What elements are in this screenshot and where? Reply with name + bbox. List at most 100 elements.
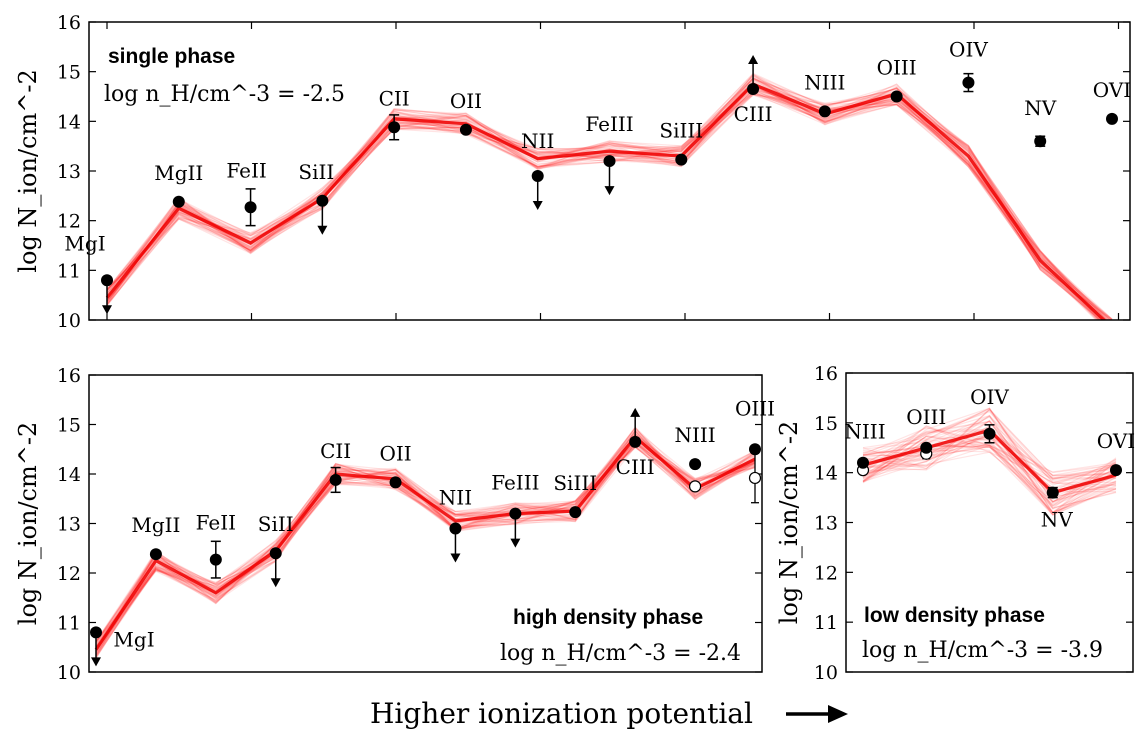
model-realization-line (862, 408, 1117, 477)
model-realization-line (106, 88, 1105, 320)
model-lines (94, 426, 756, 659)
model-median-line (94, 434, 756, 651)
model-median-line (105, 82, 1107, 320)
model-realization-line (862, 444, 1117, 515)
y-tick-label: 13 (814, 513, 838, 535)
model-realization-line (95, 426, 756, 659)
ion-label: SiII (258, 512, 294, 536)
model-realization-line (106, 77, 1102, 320)
model-realization-line (862, 410, 1117, 484)
data-point-OIV (962, 76, 975, 89)
model-realization-line (862, 420, 1117, 479)
model-realization-line (95, 440, 756, 642)
model-realization-line (862, 435, 1117, 506)
model-realization-line (862, 444, 1117, 507)
model-realization-line (106, 86, 1102, 320)
ion-label: CIII (616, 455, 655, 479)
data-point-SiII (316, 194, 329, 207)
model-realization-line (106, 85, 1107, 320)
y-tick-label: 15 (57, 62, 81, 84)
model-realization-line (106, 78, 1102, 320)
model-realization-line (862, 445, 1117, 516)
density-label: log n_H/cm^-3 = -2.4 (500, 641, 741, 666)
ion-label: OIV (970, 385, 1009, 409)
ion-label: SiIII (553, 471, 597, 495)
phase-label: low density phase (864, 604, 1045, 627)
model-realization-line (862, 425, 1117, 474)
data-point-MgII (172, 195, 185, 208)
data-point-FeII (244, 201, 257, 214)
density-label: log n_H/cm^-3 = -2.5 (104, 82, 345, 107)
arrow-down-icon (91, 657, 101, 667)
arrow-down-icon (317, 225, 328, 235)
data-point-OIII (749, 443, 761, 456)
arrow-down-icon (270, 578, 281, 588)
arrow-down-icon (102, 305, 112, 315)
model-realization-line (95, 444, 756, 654)
model-realization-line (862, 421, 1117, 500)
ion-label: NII (521, 129, 554, 153)
ion-label: CII (379, 86, 410, 110)
ion-label: OIII (877, 56, 917, 80)
data-points: MgI MgII FeII SiII CII OII NII FeIII SiIII CIII NI… (64, 38, 1131, 315)
data-point-NV (1034, 135, 1047, 148)
ion-label: NV (1041, 508, 1074, 532)
y-ticks: 10 11 12 13 14 15 16 (57, 12, 1130, 332)
y-tick-label: 15 (814, 413, 838, 435)
ion-label: FeIII (491, 471, 539, 495)
panel-single-phase: 10 11 12 13 14 15 16 MgI MgII FeII SiII CII OII NII F… (14, 12, 1131, 332)
data-point-NII (531, 169, 544, 182)
y-axis-label: log N_ion/cm^-2 (14, 422, 42, 625)
model-realization-line (106, 75, 1110, 320)
ion-label: OVI (1093, 78, 1131, 102)
y-tick-label: 16 (814, 363, 838, 385)
model-realization-line (862, 414, 1117, 514)
model-realization-line (106, 85, 1104, 320)
y-tick-label: 10 (814, 662, 838, 684)
ion-label: MgII (131, 513, 180, 537)
model-realization-line (106, 74, 1109, 320)
arrow-up-icon (630, 407, 641, 417)
data-point-SiII (269, 547, 282, 560)
data-point-NIII (818, 105, 831, 118)
y-tick-label: 16 (57, 12, 81, 34)
data-point-CIII (629, 435, 642, 448)
data-point-FeIII (509, 507, 522, 520)
arrow-up-icon (748, 55, 759, 65)
data-point-OVI (1106, 112, 1118, 125)
ion-label: CIII (734, 102, 773, 126)
open-data-point-NIII (688, 480, 702, 493)
y-tick-label: 16 (57, 365, 81, 387)
model-realization-line (862, 409, 1117, 498)
model-realization-line (862, 420, 1117, 513)
model-realization-line (106, 78, 1112, 320)
data-point-OII (459, 123, 472, 136)
data-point-CII (329, 473, 342, 486)
model-realization-line (106, 92, 1113, 320)
arrow-down-icon (604, 186, 615, 196)
model-realization-line (95, 430, 756, 642)
model-realization-line (862, 408, 1117, 480)
data-point-OIII (890, 90, 903, 103)
data-point-OIV (983, 427, 996, 440)
model-realization-line (862, 451, 1117, 480)
data-point-OII (389, 476, 402, 489)
model-realization-line (95, 445, 756, 655)
phase-label: single phase (108, 45, 235, 68)
data-point-NIII (689, 458, 702, 471)
ion-label: MgII (154, 161, 203, 185)
y-tick-label: 14 (57, 464, 81, 486)
model-realization-line (862, 419, 1117, 498)
model-realization-line (95, 431, 756, 651)
model-realization-line (862, 408, 1117, 497)
model-realization-line (862, 408, 1117, 477)
ion-label: FeIII (585, 112, 633, 136)
data-point-MgI (90, 626, 102, 639)
model-realization-line (95, 426, 756, 642)
y-tick-label: 13 (57, 514, 81, 536)
y-tick-label: 14 (57, 111, 81, 133)
ion-label: OIV (949, 38, 988, 62)
model-realization-line (95, 441, 756, 648)
plot-frame (845, 372, 1134, 673)
